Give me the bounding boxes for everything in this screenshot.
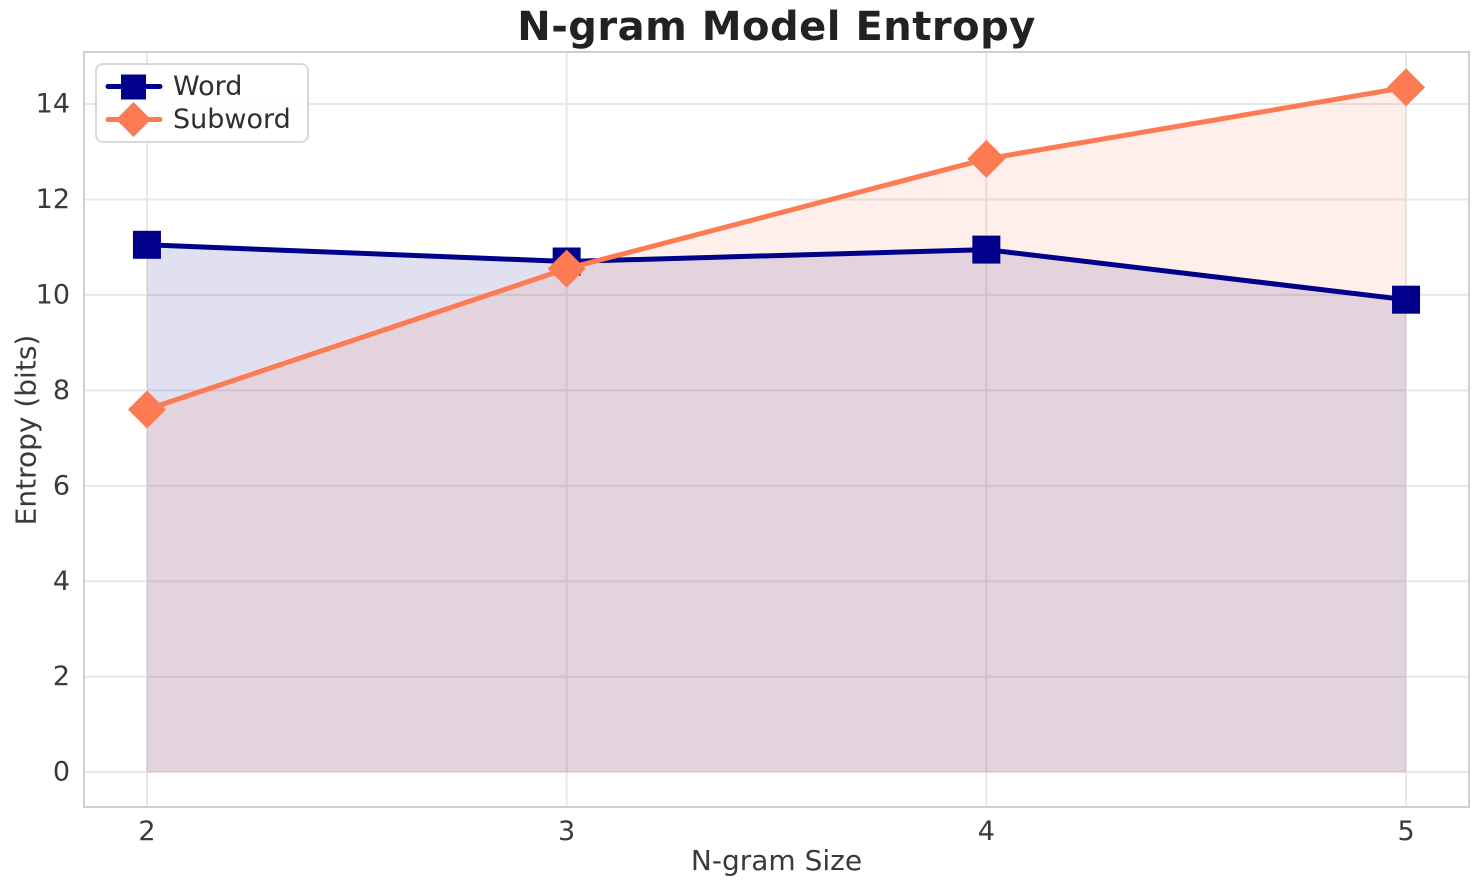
y-tick-label: 14 [36, 89, 70, 120]
data-point-subword [547, 249, 586, 288]
legend-label-subword: Subword [173, 104, 291, 135]
x-tick-label: 3 [558, 816, 575, 847]
data-point-subword [1387, 68, 1426, 107]
x-axis-label: N-gram Size [690, 844, 863, 877]
y-axis-label: Entropy (bits) [9, 334, 43, 526]
x-tick-label: 2 [138, 816, 155, 847]
x-tick-label: 5 [1397, 816, 1414, 847]
data-point-word [972, 235, 1001, 264]
area-fill-subword [146, 87, 1407, 773]
series-line-word [144, 242, 1409, 303]
y-tick-label: 12 [36, 184, 70, 215]
area-fill-word [146, 244, 1407, 773]
y-tick-label: 6 [53, 470, 70, 501]
plot-border [83, 51, 1470, 808]
data-point-word [132, 230, 161, 259]
legend-item-subword: Subword [105, 102, 291, 137]
y-tick-label: 2 [53, 661, 70, 692]
legend: Word Subword [95, 63, 309, 143]
data-point-word [1392, 285, 1421, 314]
subword-series-marker-icon [105, 102, 163, 137]
y-tick-label: 10 [36, 279, 70, 310]
y-tick-label: 8 [53, 375, 70, 406]
data-point-subword [127, 390, 166, 429]
data-point-subword [967, 139, 1006, 178]
chart-title: N-gram Model Entropy [517, 4, 1036, 50]
y-tick-label: 0 [53, 757, 70, 788]
series-line-subword [144, 84, 1409, 412]
word-series-marker-icon [105, 74, 163, 100]
legend-label-word: Word [173, 71, 243, 102]
legend-item-word: Word [105, 70, 291, 103]
y-tick-label: 4 [53, 566, 70, 597]
x-tick-label: 4 [978, 816, 995, 847]
